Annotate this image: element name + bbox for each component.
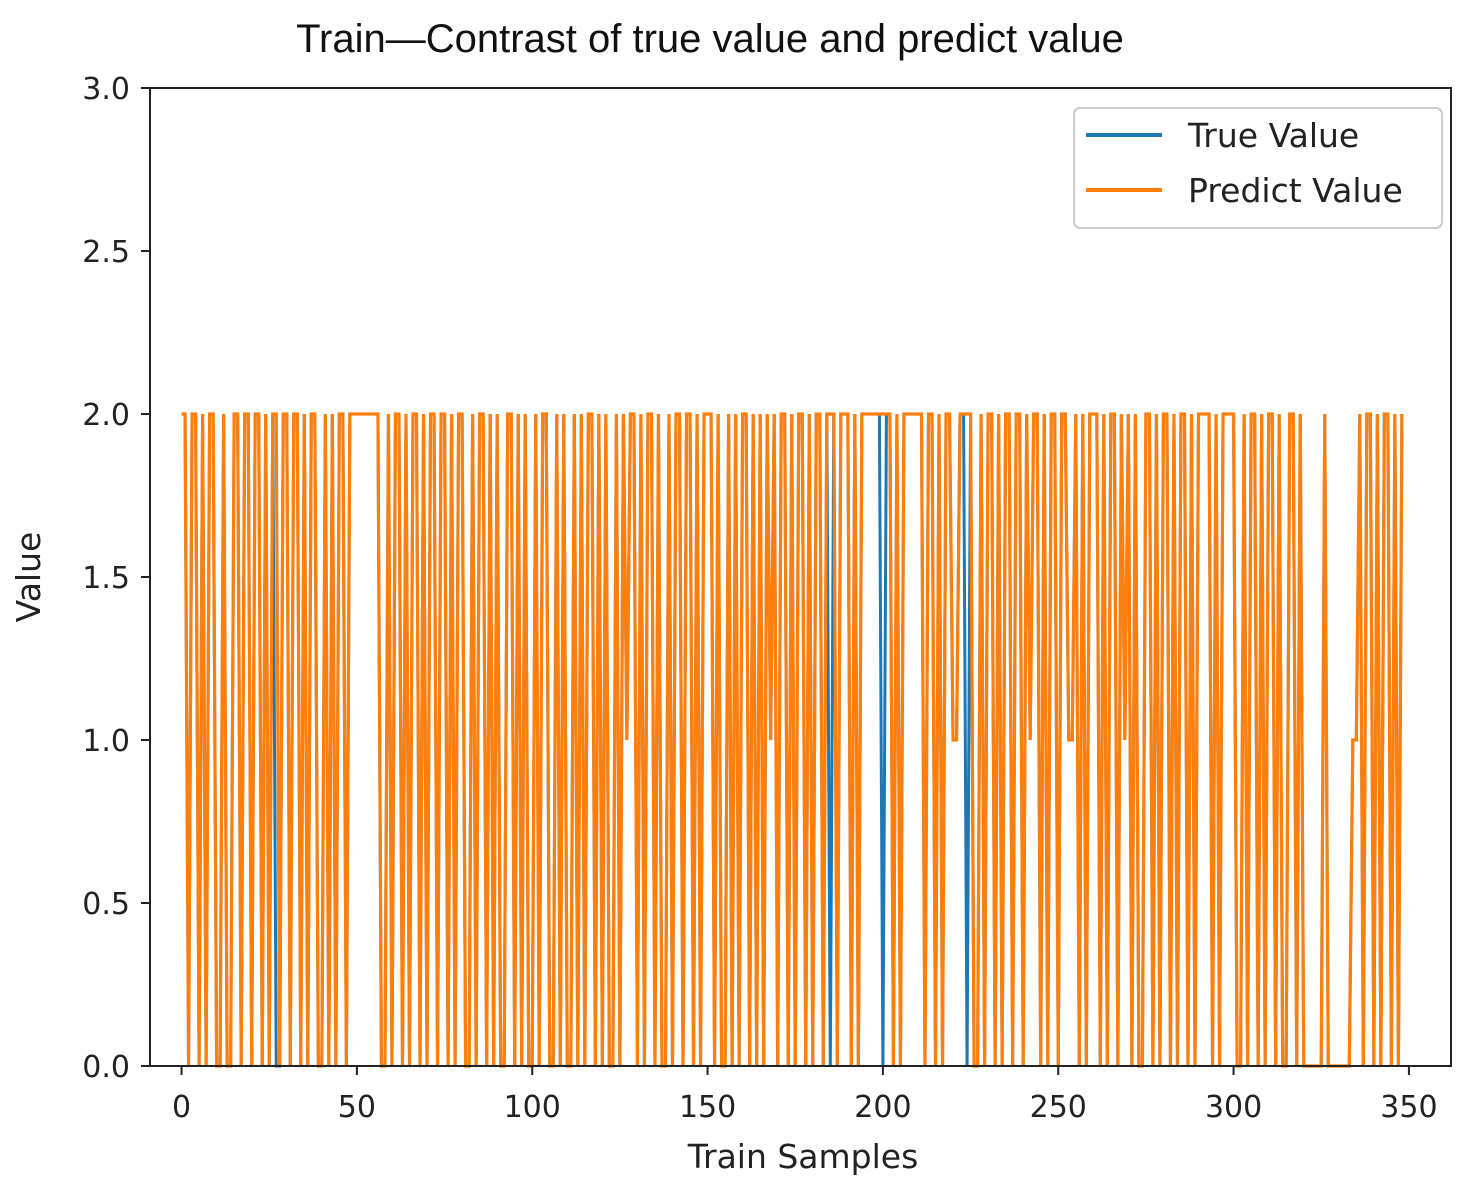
y-tick-label: 1.5	[82, 561, 130, 596]
y-tick-label: 2.0	[82, 398, 130, 433]
legend: True Value Predict Value	[1073, 107, 1443, 229]
legend-label-predict-value: Predict Value	[1188, 171, 1403, 210]
x-tick-label: 200	[854, 1090, 911, 1125]
y-axis-label: Value	[9, 532, 48, 623]
x-axis-label: Train Samples	[687, 1137, 919, 1176]
y-tick-label: 0.0	[82, 1050, 130, 1085]
y-axis: 0.0 0.5 1.0 1.5 2.0 2.5 3.0	[82, 72, 150, 1085]
y-tick-label: 3.0	[82, 72, 130, 107]
x-tick-label: 350	[1380, 1090, 1437, 1125]
x-axis: 0 50 100 150 200 250 300 350	[172, 1066, 1438, 1125]
legend-label-true-value: True Value	[1187, 116, 1359, 155]
y-tick-label: 2.5	[82, 235, 130, 270]
x-tick-label: 100	[504, 1090, 561, 1125]
chart-title: Train—Contrast of true value and predict…	[296, 17, 1124, 61]
x-tick-label: 0	[172, 1090, 191, 1125]
x-tick-label: 250	[1030, 1090, 1087, 1125]
legend-box	[1073, 107, 1443, 229]
x-tick-label: 300	[1205, 1090, 1262, 1125]
y-tick-label: 1.0	[82, 724, 130, 759]
y-tick-label: 0.5	[82, 887, 130, 922]
x-tick-label: 50	[338, 1090, 376, 1125]
x-tick-label: 150	[679, 1090, 736, 1125]
